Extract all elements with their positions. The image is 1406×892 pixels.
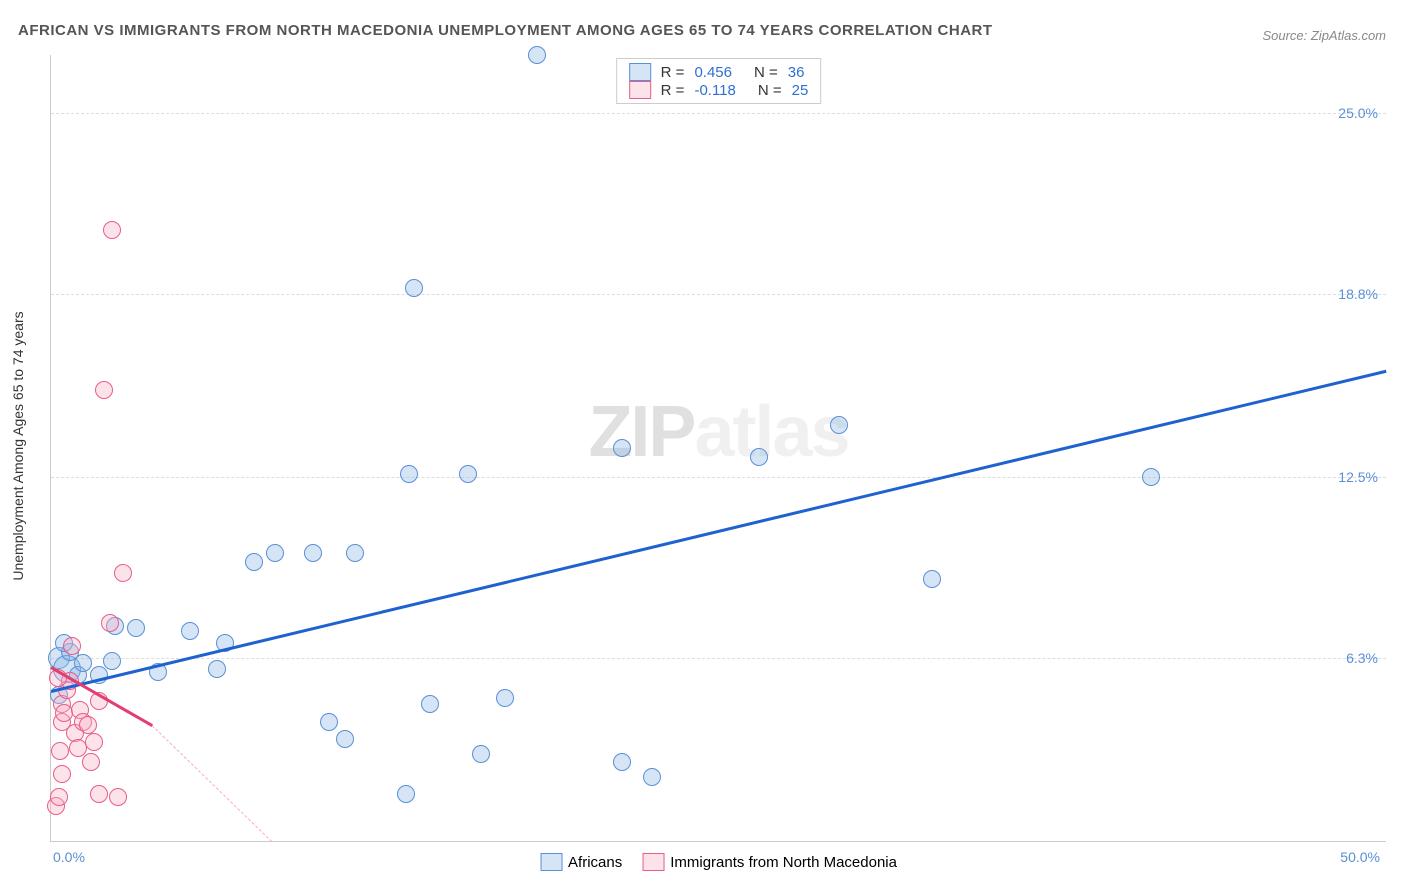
scatter-point [103, 221, 121, 239]
scatter-point [397, 785, 415, 803]
swatch-pink-icon [629, 81, 651, 99]
scatter-point [336, 730, 354, 748]
legend-item-africans: Africans [540, 853, 622, 871]
scatter-point [51, 742, 69, 760]
scatter-point [750, 448, 768, 466]
scatter-point [90, 785, 108, 803]
scatter-point [109, 788, 127, 806]
scatter-point [643, 768, 661, 786]
scatter-point [320, 713, 338, 731]
scatter-point [74, 654, 92, 672]
y-axis-label: Unemployment Among Ages 65 to 74 years [10, 311, 26, 580]
y-tick-label: 6.3% [1346, 650, 1378, 666]
y-tick-label: 12.5% [1338, 469, 1378, 485]
r-label: R = [661, 82, 685, 99]
x-tick-label: 50.0% [1340, 849, 1380, 865]
plot-area: ZIPatlas R = 0.456 N = 36 R = -0.118 N =… [50, 55, 1386, 842]
r-value-pink: -0.118 [694, 82, 735, 99]
scatter-point [830, 416, 848, 434]
scatter-point [266, 544, 284, 562]
n-value-pink: 25 [792, 82, 809, 99]
scatter-point [421, 695, 439, 713]
source-attribution: Source: ZipAtlas.com [1262, 28, 1386, 43]
legend-label: Immigrants from North Macedonia [670, 854, 897, 871]
scatter-point [127, 619, 145, 637]
n-value-blue: 36 [788, 64, 805, 81]
scatter-point [79, 716, 97, 734]
n-label: N = [758, 82, 782, 99]
scatter-point [114, 564, 132, 582]
swatch-blue-icon [629, 63, 651, 81]
gridline [51, 113, 1386, 114]
chart-container: AFRICAN VS IMMIGRANTS FROM NORTH MACEDON… [0, 0, 1406, 892]
scatter-point [85, 733, 103, 751]
scatter-point [63, 637, 81, 655]
scatter-point [346, 544, 364, 562]
scatter-point [613, 753, 631, 771]
r-value-blue: 0.456 [694, 64, 732, 81]
trendline [51, 369, 1387, 692]
scatter-point [245, 553, 263, 571]
scatter-point [459, 465, 477, 483]
scatter-point [923, 570, 941, 588]
scatter-point [1142, 468, 1160, 486]
scatter-point [528, 46, 546, 64]
gridline [51, 477, 1386, 478]
y-tick-label: 18.8% [1338, 286, 1378, 302]
scatter-point [103, 652, 121, 670]
scatter-point [82, 753, 100, 771]
stats-row-macedonia: R = -0.118 N = 25 [629, 81, 809, 99]
scatter-point [400, 465, 418, 483]
scatter-point [101, 614, 119, 632]
scatter-point [95, 381, 113, 399]
swatch-pink-icon [642, 853, 664, 871]
x-tick-label: 0.0% [53, 849, 85, 865]
legend-item-macedonia: Immigrants from North Macedonia [642, 853, 897, 871]
chart-title: AFRICAN VS IMMIGRANTS FROM NORTH MACEDON… [18, 22, 993, 39]
scatter-point [472, 745, 490, 763]
scatter-point [613, 439, 631, 457]
trendline [152, 725, 273, 842]
y-tick-label: 25.0% [1338, 105, 1378, 121]
scatter-point [208, 660, 226, 678]
watermark: ZIPatlas [588, 391, 848, 473]
gridline [51, 294, 1386, 295]
gridline [51, 658, 1386, 659]
r-label: R = [661, 64, 685, 81]
swatch-blue-icon [540, 853, 562, 871]
stats-row-africans: R = 0.456 N = 36 [629, 63, 809, 81]
scatter-point [181, 622, 199, 640]
scatter-point [496, 689, 514, 707]
stats-legend: R = 0.456 N = 36 R = -0.118 N = 25 [616, 58, 822, 104]
scatter-point [405, 279, 423, 297]
series-legend: Africans Immigrants from North Macedonia [540, 853, 897, 871]
scatter-point [53, 765, 71, 783]
n-label: N = [754, 64, 778, 81]
scatter-point [50, 788, 68, 806]
legend-label: Africans [568, 854, 622, 871]
scatter-point [55, 704, 73, 722]
scatter-point [304, 544, 322, 562]
